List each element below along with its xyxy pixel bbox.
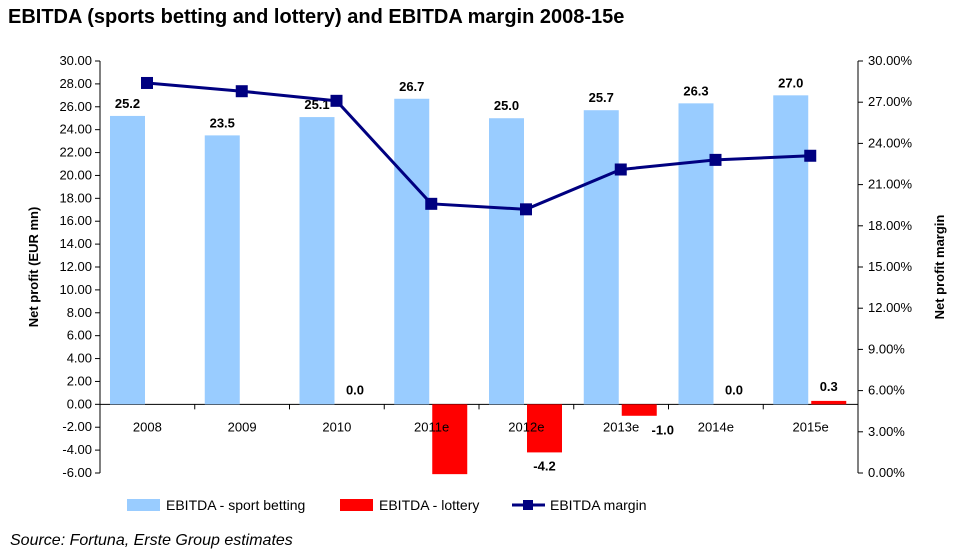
y2-axis-title: Net profit margin: [932, 215, 947, 320]
data-label-lottery: 0.0: [346, 382, 364, 397]
y2-tick-label: 0.00%: [868, 465, 905, 480]
y-tick-label: 28.00: [59, 76, 92, 91]
legend-label-lottery: EBITDA - lottery: [379, 497, 479, 513]
data-label-sport-betting: 25.7: [589, 90, 614, 105]
data-label-lottery: -1.0: [652, 422, 674, 437]
data-label-sport-betting: 25.0: [494, 98, 519, 113]
x-tick-label: 2009: [228, 419, 257, 434]
bar-sport-betting: [773, 95, 809, 405]
marker-ebitda-margin: [804, 149, 817, 162]
data-label-sport-betting: 23.5: [210, 115, 235, 130]
y2-tick-label: 3.00%: [868, 424, 905, 439]
legend-swatch-margin-marker: [523, 500, 533, 510]
marker-ebitda-margin: [425, 197, 438, 210]
data-label-sport-betting: 25.2: [115, 96, 140, 111]
data-label-sport-betting: 26.7: [399, 79, 424, 94]
y-tick-label: 24.00: [59, 122, 92, 137]
legend-label-margin: EBITDA margin: [550, 497, 646, 513]
y2-tick-label: 30.00%: [868, 53, 913, 68]
marker-ebitda-margin: [235, 85, 248, 98]
chart-title: EBITDA (sports betting and lottery) and …: [8, 6, 625, 28]
y2-tick-label: 12.00%: [868, 300, 913, 315]
y-tick-label: 16.00: [59, 213, 92, 228]
y2-tick-label: 9.00%: [868, 341, 905, 356]
bar-sport-betting: [583, 110, 619, 405]
y-tick-label: 4.00: [67, 351, 92, 366]
source-note: Source: Fortuna, Erste Group estimates: [10, 532, 293, 549]
bar-lottery: [432, 404, 468, 475]
y-tick-label: -2.00: [62, 419, 92, 434]
data-label-lottery: -4.2: [533, 458, 555, 473]
marker-ebitda-margin: [330, 94, 343, 107]
marker-ebitda-margin: [614, 163, 627, 176]
y-axis-title: Net profit (EUR mn): [26, 207, 41, 328]
bar-sport-betting: [204, 135, 240, 405]
y-tick-label: 0.00: [67, 396, 92, 411]
data-label-sport-betting: 27.0: [778, 75, 803, 90]
y-tick-label: -6.00: [62, 465, 92, 480]
combo-chart: 30.00 28.00 26.00 24.00 22.00 20.00 18.00 16.00…: [26, 53, 947, 513]
bar-sport-betting: [394, 98, 430, 405]
y-tick-label: 8.00: [67, 305, 92, 320]
marker-ebitda-margin: [709, 153, 722, 166]
y-tick-label: 10.00: [59, 282, 92, 297]
y-tick-label: -4.00: [62, 442, 92, 457]
y2-tick-label: 6.00%: [868, 383, 905, 398]
x-tick-label: 2013e: [603, 419, 639, 434]
x-tick-label: 2014e: [698, 419, 734, 434]
y2-tick-label: 18.00%: [868, 218, 913, 233]
data-label-lottery: 0.3: [820, 379, 838, 394]
bar-lottery: [621, 404, 657, 416]
y-tick-label: 30.00: [59, 53, 92, 68]
bar-lottery: [527, 404, 562, 453]
y-tick-label: 6.00: [67, 328, 92, 343]
x-tick-label: 2008: [133, 419, 162, 434]
bar-sport-betting: [678, 103, 714, 405]
bar-sport-betting: [489, 118, 524, 405]
x-tick-label: 2015e: [793, 419, 829, 434]
legend-label-sport-betting: EBITDA - sport betting: [166, 497, 305, 513]
marker-ebitda-margin: [141, 76, 153, 89]
y-tick-label: 12.00: [59, 259, 92, 274]
y-tick-label: 14.00: [59, 236, 92, 251]
x-tick-label: 2010: [322, 419, 351, 434]
legend-swatch-sport-betting: [127, 499, 160, 511]
data-label-sport-betting: 26.3: [683, 83, 708, 98]
bar-lottery: [811, 400, 847, 405]
y2-tick-label: 27.00%: [868, 94, 913, 109]
marker-ebitda-margin: [520, 203, 532, 216]
bar-sport-betting: [110, 115, 145, 405]
y-tick-label: 26.00: [59, 99, 92, 114]
data-label-lottery: 0.0: [725, 382, 743, 397]
y-tick-label: 2.00: [67, 373, 92, 388]
x-tick-label: 2011e: [414, 419, 449, 434]
y2-tick-label: 24.00%: [868, 135, 913, 150]
bar-sport-betting: [299, 117, 335, 405]
line-ebitda-margin: [146, 81, 811, 211]
x-tick-label: 2012e: [508, 419, 544, 434]
y2-tick-label: 21.00%: [868, 177, 913, 192]
y-tick-label: 20.00: [59, 167, 92, 182]
y-tick-label: 18.00: [59, 190, 92, 205]
y2-tick-label: 15.00%: [868, 259, 913, 274]
y-tick-label: 22.00: [59, 145, 92, 160]
legend-swatch-lottery: [340, 499, 373, 511]
